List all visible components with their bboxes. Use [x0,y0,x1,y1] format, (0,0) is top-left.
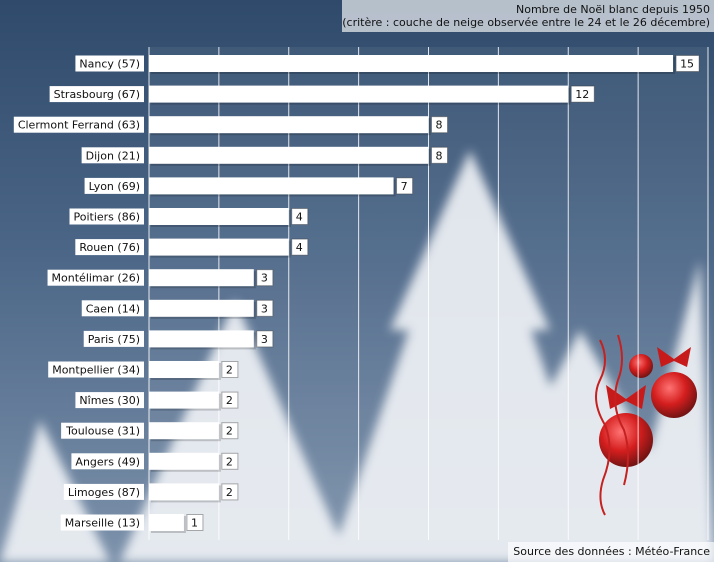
value-label: 8 [436,119,443,132]
category-label: Montélimar (26) [52,272,140,285]
bar [149,452,219,470]
value-label: 4 [296,211,303,224]
value-label-box [221,422,239,440]
bar [149,422,219,440]
category-label-box [48,361,144,378]
value-label: 2 [226,486,233,499]
category-label: Caen (14) [86,302,140,315]
bar [149,361,219,378]
value-label-box [431,116,448,134]
category-label-box [81,300,144,317]
value-label: 2 [226,394,233,407]
category-label: Montpellier (34) [52,364,140,377]
category-label-box [83,330,144,347]
value-label-box [256,299,274,317]
value-label: 15 [680,58,694,71]
category-label-box [71,453,144,470]
value-label-box [256,330,274,348]
value-label: 8 [436,149,443,162]
value-label-box [675,55,700,72]
bar [149,391,219,409]
category-label-box [75,392,144,409]
category-label-box [47,269,144,286]
category-label-box [75,55,144,72]
ornament-decoration [595,334,697,516]
value-label-box [396,177,414,195]
bar [149,55,674,72]
value-label: 2 [226,364,233,377]
category-label-box [13,116,144,133]
category-label-box [49,86,144,103]
chart-subtitle: (critère : couche de neige observée entr… [342,16,710,29]
category-label: Rouen (76) [79,241,140,254]
bar [149,146,429,164]
category-label: Paris (75) [88,333,140,346]
category-label: Toulouse (31) [65,425,140,438]
chart-title: Nombre de Noël blanc depuis 1950 [515,3,710,16]
value-label-box [291,208,309,225]
bar [149,483,219,501]
value-label-box [431,146,448,164]
value-label-box [570,85,595,103]
value-label: 1 [191,517,198,530]
value-label: 3 [261,272,268,285]
bar [149,177,394,195]
value-label-box [221,483,239,501]
value-label-box [256,269,274,287]
value-label: 2 [226,425,233,438]
category-label-box [61,422,144,439]
value-label: 7 [401,180,408,193]
category-label-box [69,208,144,225]
category-label: Nîmes (30) [79,394,140,407]
category-label: Poitiers (86) [74,211,141,224]
value-label-box [221,452,239,470]
bar [149,208,289,225]
value-label-box [291,238,309,256]
category-label: Dijon (21) [86,149,140,162]
bar [149,269,254,287]
bar [149,238,289,256]
bar [149,116,429,134]
category-label: Lyon (69) [89,180,140,193]
category-label-box [84,177,144,194]
bar [149,514,184,531]
header-backdrop [342,0,714,32]
value-label: 12 [575,88,589,101]
bar [149,85,569,103]
category-label: Clermont Ferrand (63) [18,119,140,132]
value-label-box [221,361,239,378]
value-label: 2 [226,455,233,468]
category-label-box [60,514,144,531]
category-label: Limoges (87) [68,486,140,499]
category-label-box [81,147,144,164]
value-label: 3 [261,302,268,315]
value-label: 4 [296,241,303,254]
value-label-box [221,391,239,409]
source-backdrop [508,542,714,562]
category-label: Angers (49) [75,455,140,468]
value-label-box [186,514,204,531]
source-note: Source des données : Météo-France [513,545,710,558]
value-label: 3 [261,333,268,346]
category-label: Nancy (57) [79,58,140,71]
category-label: Strasbourg (67) [54,88,140,101]
bar [149,299,254,317]
category-label-box [63,483,144,500]
category-label-box [75,239,144,256]
category-label: Marseille (13) [65,517,140,530]
bar [149,330,254,348]
